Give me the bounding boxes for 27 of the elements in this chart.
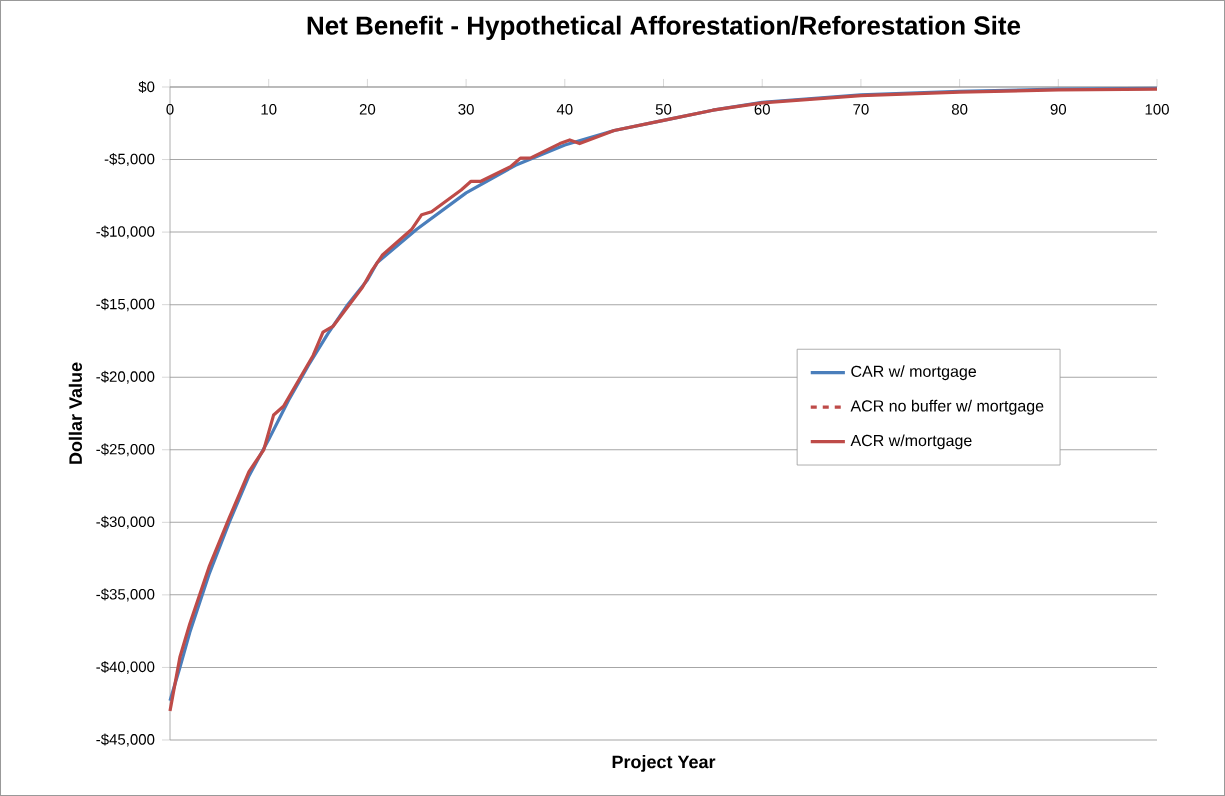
y-tick-label: -$10,000 <box>96 225 155 239</box>
x-tick-label: 60 <box>754 104 770 115</box>
y-tick-label: -$20,000 <box>96 370 155 384</box>
legend-label: CAR w/ mortgage <box>851 365 977 381</box>
y-axis-title: Dollar Value <box>68 362 83 464</box>
y-tick-label: -$30,000 <box>96 515 155 529</box>
x-tick-label: 80 <box>951 104 968 115</box>
chart-title: Net Benefit - Hypothetical Afforestation/Reforestation Site <box>307 15 1021 40</box>
y-tick-label: -$15,000 <box>96 298 155 312</box>
y-tick-label: -$25,000 <box>96 443 155 457</box>
y-tick-label: -$45,000 <box>96 733 155 747</box>
x-tick-label: 40 <box>556 104 573 115</box>
x-axis-title: Project Year <box>612 755 716 772</box>
x-tick-label: 100 <box>1145 104 1169 115</box>
x-tick-label: 20 <box>359 104 376 115</box>
y-tick-label: -$40,000 <box>96 660 155 674</box>
legend-label: ACR no buffer w/ mortgage <box>850 399 1044 415</box>
x-tick-label: 30 <box>458 104 474 115</box>
y-tick-label: $0 <box>138 80 155 94</box>
x-tick-label: 70 <box>853 104 869 115</box>
legend-label: ACR w/mortgage <box>850 434 972 450</box>
x-tick-label: 0 <box>166 104 174 115</box>
y-tick-label: -$35,000 <box>96 588 155 602</box>
x-tick-label: 10 <box>261 104 277 115</box>
y-tick-label: -$5,000 <box>104 153 155 167</box>
x-tick-label: 50 <box>655 104 672 115</box>
x-tick-label: 90 <box>1050 104 1067 115</box>
